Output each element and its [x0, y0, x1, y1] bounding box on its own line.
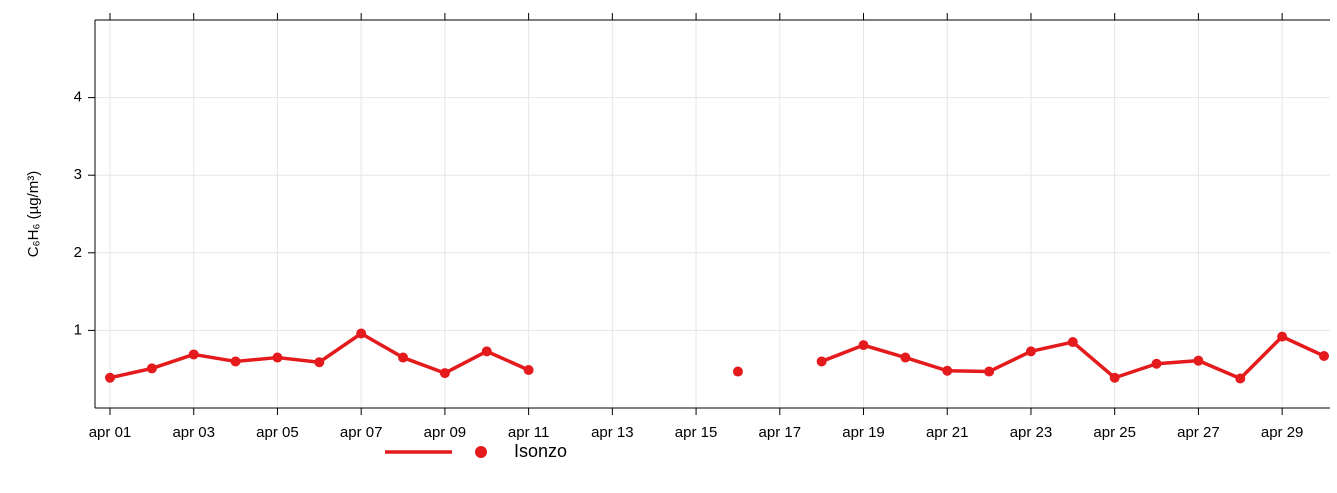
x-tick-label: apr 21 [926, 424, 969, 441]
x-tick-label: apr 07 [340, 424, 383, 441]
legend-marker [475, 446, 487, 458]
point [1193, 355, 1204, 366]
point [900, 352, 911, 363]
point [1319, 351, 1329, 362]
legend-label: Isonzo [514, 441, 567, 461]
point [1151, 358, 1162, 369]
point [523, 364, 534, 375]
x-tick-label: apr 03 [172, 424, 215, 441]
point [146, 363, 157, 374]
point [105, 372, 115, 383]
y-tick-label: 3 [74, 166, 82, 183]
point [1109, 372, 1120, 383]
point [858, 340, 869, 351]
x-tick-label: apr 13 [591, 424, 634, 441]
y-tick-label: 1 [74, 321, 82, 338]
point [272, 352, 283, 363]
y-axis-label: C₆H₆ (µg/m³) [25, 171, 42, 258]
point [439, 368, 450, 379]
point [1025, 346, 1036, 357]
series-line [109, 331, 1325, 381]
point [1067, 337, 1078, 348]
x-tick-label: apr 17 [759, 424, 802, 441]
point [356, 328, 367, 339]
x-tick-label: apr 05 [256, 424, 299, 441]
point [398, 352, 409, 363]
x-tick-label: apr 01 [89, 424, 132, 441]
point [230, 356, 241, 367]
x-tick-label: apr 19 [842, 424, 885, 441]
point [732, 366, 743, 377]
x-tick-label: apr 11 [508, 424, 549, 441]
y-tick-label: 2 [74, 244, 82, 261]
point [816, 356, 827, 367]
x-tick-label: apr 29 [1261, 424, 1304, 441]
point [481, 346, 492, 357]
point [1277, 331, 1288, 342]
point [188, 349, 199, 360]
y-tick-label: 4 [74, 89, 82, 106]
x-tick-label: apr 15 [675, 424, 718, 441]
x-tick-label: apr 23 [1010, 424, 1053, 441]
point [314, 357, 325, 368]
x-tick-label: apr 27 [1177, 424, 1220, 441]
point [942, 365, 953, 376]
point [1235, 373, 1246, 384]
x-tick-label: apr 25 [1093, 424, 1136, 441]
x-tick-label: apr 09 [424, 424, 467, 441]
point [984, 366, 995, 377]
